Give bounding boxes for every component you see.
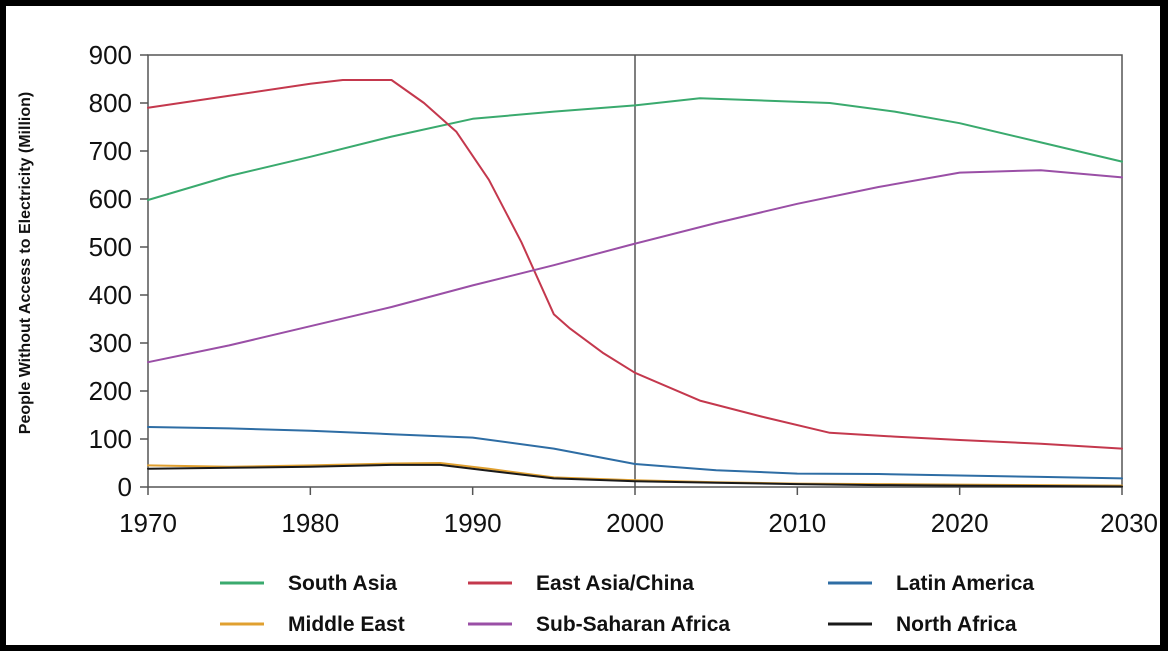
series-line-latin-america [147, 426, 1123, 480]
legend-label-latin-america: Latin America [896, 572, 1034, 595]
series-lines [147, 79, 1123, 488]
y-tick-label: 700 [89, 136, 132, 166]
legend: South Asia East Asia/China Latin America Mi… [220, 572, 1034, 636]
legend-label-middle-east: Middle East [288, 613, 405, 636]
series-line-east-asia-china [147, 79, 1123, 450]
y-tick-label: 300 [89, 328, 132, 358]
legend-label-sub-saharan-africa: Sub-Saharan Africa [536, 613, 730, 636]
x-tick-label: 1990 [444, 508, 502, 538]
y-tick-label: 0 [118, 472, 132, 502]
y-tick-label: 100 [89, 424, 132, 454]
y-axis: 0 100 200 300 400 500 600 700 800 900 [89, 40, 148, 502]
series-line-sub-saharan-africa [147, 169, 1123, 364]
series-line-north-africa [147, 463, 1123, 488]
y-tick-label: 800 [89, 88, 132, 118]
x-axis: 1970 1980 1990 2000 2010 2020 2030 [119, 487, 1158, 538]
y-tick-label: 900 [89, 40, 132, 70]
legend-label-north-africa: North Africa [896, 613, 1017, 636]
x-tick-label: 2000 [606, 508, 664, 538]
y-axis-label: People Without Access to Electricity (Mi… [17, 92, 34, 434]
series-line-south-asia [147, 97, 1123, 201]
y-tick-label: 400 [89, 280, 132, 310]
y-tick-label: 600 [89, 184, 132, 214]
x-tick-label: 2010 [768, 508, 826, 538]
x-tick-label: 1970 [119, 508, 177, 538]
y-tick-label: 200 [89, 376, 132, 406]
legend-label-south-asia: South Asia [288, 572, 397, 595]
x-tick-label: 1980 [281, 508, 339, 538]
legend-label-east-asia-china: East Asia/China [536, 572, 694, 595]
x-tick-label: 2030 [1100, 508, 1158, 538]
x-tick-label: 2020 [931, 508, 989, 538]
y-tick-label: 500 [89, 232, 132, 262]
